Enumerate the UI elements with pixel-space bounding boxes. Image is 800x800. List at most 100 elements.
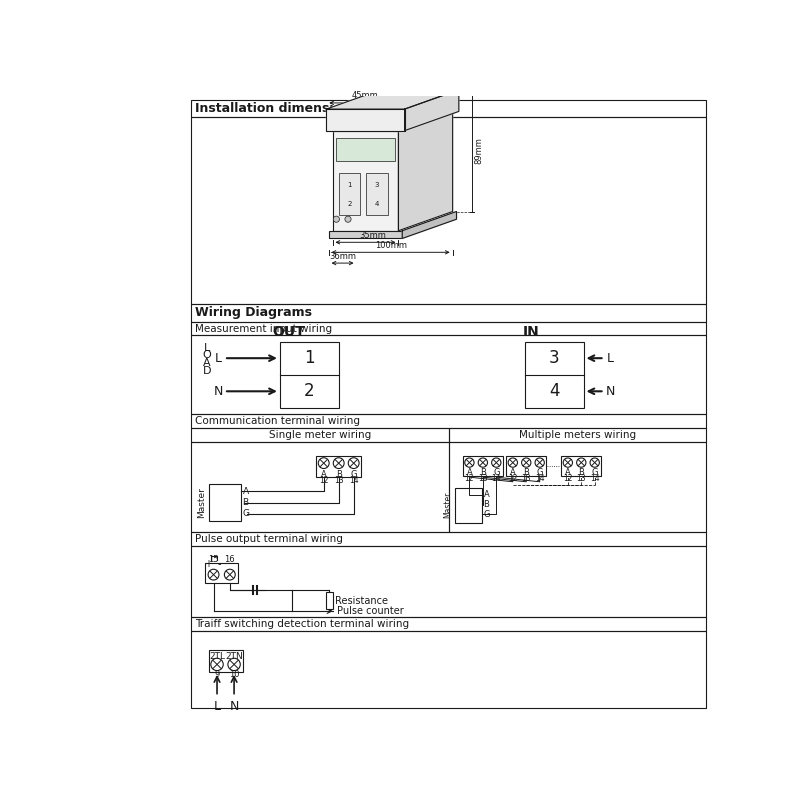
Bar xyxy=(191,304,706,322)
Circle shape xyxy=(345,216,351,222)
Polygon shape xyxy=(402,211,457,238)
Text: Traiff switching detection terminal wiring: Traiff switching detection terminal wiri… xyxy=(195,619,410,630)
Text: 13: 13 xyxy=(334,476,343,485)
Bar xyxy=(326,592,333,610)
Text: 12: 12 xyxy=(508,474,518,483)
Text: N: N xyxy=(606,385,615,398)
Text: 45mm: 45mm xyxy=(352,91,379,100)
Text: Pulse output terminal wiring: Pulse output terminal wiring xyxy=(195,534,343,544)
Polygon shape xyxy=(333,111,453,130)
Text: +: + xyxy=(205,559,213,569)
Bar xyxy=(338,173,361,215)
Text: A: A xyxy=(203,358,210,368)
Bar xyxy=(366,173,387,215)
Bar xyxy=(191,117,706,304)
Text: IN: IN xyxy=(522,326,539,339)
Text: 3: 3 xyxy=(374,182,379,187)
Text: 14: 14 xyxy=(349,476,358,485)
Text: Measurement input wiring: Measurement input wiring xyxy=(195,323,333,334)
Text: 2: 2 xyxy=(347,201,352,207)
Text: G: G xyxy=(493,468,499,477)
Polygon shape xyxy=(333,111,453,130)
Text: B: B xyxy=(480,468,486,477)
Text: 9: 9 xyxy=(214,670,220,679)
Text: -: - xyxy=(218,559,221,569)
Bar xyxy=(525,342,584,408)
Bar xyxy=(449,428,706,442)
Polygon shape xyxy=(333,130,398,230)
Polygon shape xyxy=(326,90,459,109)
Text: Installation dimensions: Installation dimensions xyxy=(195,102,358,115)
Bar xyxy=(336,138,394,162)
Text: 4: 4 xyxy=(549,382,559,400)
Polygon shape xyxy=(326,109,405,130)
Text: OUT: OUT xyxy=(273,326,306,339)
Bar xyxy=(191,322,706,335)
Text: 2: 2 xyxy=(304,382,314,400)
Text: 13: 13 xyxy=(577,474,586,483)
Text: B: B xyxy=(578,468,584,477)
Text: N: N xyxy=(214,385,223,398)
Text: B: B xyxy=(484,500,490,509)
Bar xyxy=(191,618,706,631)
Bar xyxy=(455,488,482,522)
Bar xyxy=(191,414,706,428)
Polygon shape xyxy=(405,90,459,130)
Text: 1: 1 xyxy=(304,349,314,367)
Text: Master: Master xyxy=(197,487,206,518)
Text: A: A xyxy=(466,468,472,477)
Text: 2TN: 2TN xyxy=(226,652,243,661)
Bar xyxy=(191,100,706,117)
Bar xyxy=(191,442,449,532)
Bar xyxy=(561,455,602,476)
Bar xyxy=(191,546,706,618)
Text: Wiring Diagrams: Wiring Diagrams xyxy=(195,306,312,319)
Text: 13: 13 xyxy=(522,474,531,483)
Bar xyxy=(449,442,706,532)
Text: Communication terminal wiring: Communication terminal wiring xyxy=(195,416,360,426)
Text: 12: 12 xyxy=(563,474,573,483)
Bar xyxy=(206,562,238,582)
Text: 100mm: 100mm xyxy=(374,241,406,250)
Text: 89mm: 89mm xyxy=(474,138,483,164)
Text: A: A xyxy=(510,468,516,477)
Text: L: L xyxy=(215,352,222,365)
Text: 14: 14 xyxy=(590,474,599,483)
Text: 4: 4 xyxy=(374,201,379,207)
Bar xyxy=(506,455,546,476)
Text: G: G xyxy=(537,468,543,477)
Text: A: A xyxy=(321,470,326,478)
Text: A: A xyxy=(242,487,249,496)
Text: 10: 10 xyxy=(229,670,239,679)
Bar xyxy=(191,335,706,414)
Text: 14: 14 xyxy=(535,474,545,483)
Bar xyxy=(191,428,449,442)
Text: G: G xyxy=(350,470,357,478)
Text: L: L xyxy=(607,352,614,365)
Text: 15: 15 xyxy=(208,555,218,564)
Text: O: O xyxy=(202,350,211,361)
Text: B: B xyxy=(523,468,529,477)
Text: Pulse counter: Pulse counter xyxy=(337,606,404,616)
Text: L: L xyxy=(214,701,221,714)
Bar xyxy=(191,532,706,546)
Text: G: G xyxy=(591,468,598,477)
Text: Multiple meters wiring: Multiple meters wiring xyxy=(519,430,636,440)
Text: B: B xyxy=(242,498,249,507)
Text: 13: 13 xyxy=(478,474,488,483)
Polygon shape xyxy=(398,111,453,230)
Bar xyxy=(209,650,242,672)
Text: 2TL: 2TL xyxy=(209,652,225,661)
Bar xyxy=(191,631,706,708)
Text: 12: 12 xyxy=(319,476,329,485)
Text: 36mm: 36mm xyxy=(329,252,356,261)
Text: 1: 1 xyxy=(347,182,352,187)
Text: D: D xyxy=(202,366,211,376)
Text: B: B xyxy=(336,470,342,478)
Text: 3: 3 xyxy=(549,349,559,367)
Text: Single meter wiring: Single meter wiring xyxy=(269,430,371,440)
Text: 35mm: 35mm xyxy=(360,231,386,240)
Bar xyxy=(316,455,361,477)
Circle shape xyxy=(334,216,339,222)
Text: 14: 14 xyxy=(491,474,501,483)
